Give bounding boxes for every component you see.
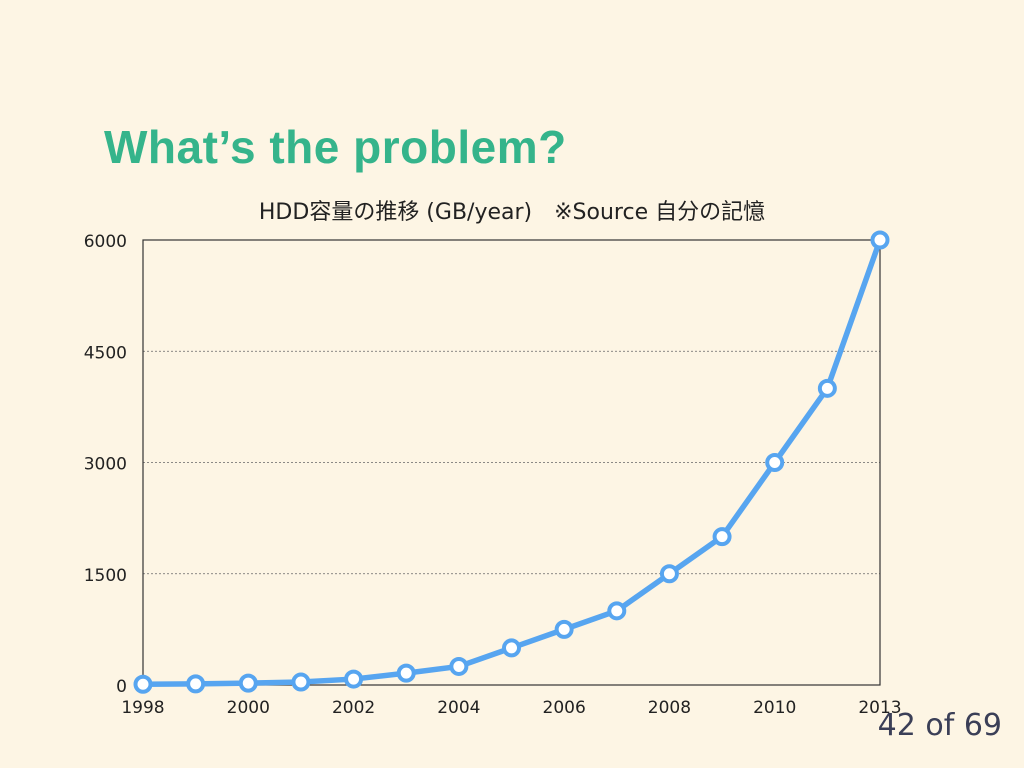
y-tick-label: 0 <box>116 677 127 697</box>
y-tick-label: 3000 <box>84 455 127 475</box>
data-point <box>817 378 837 398</box>
slide-title: What’s the problem? <box>104 121 567 173</box>
data-series <box>133 230 890 694</box>
chart-title: HDD容量の推移 (GB/year) ※Source 自分の記憶 <box>258 200 766 225</box>
data-point <box>449 656 469 676</box>
gridlines <box>143 350 880 575</box>
y-tick-label: 6000 <box>84 232 127 252</box>
x-tick-label: 2010 <box>753 698 796 718</box>
x-tick-label: 2002 <box>332 698 375 718</box>
data-point <box>238 673 258 693</box>
y-tick-label: 1500 <box>84 566 127 586</box>
data-point <box>554 619 574 639</box>
x-tick-label: 2008 <box>648 698 691 718</box>
data-point <box>396 663 416 683</box>
data-point <box>712 527 732 547</box>
data-point <box>291 672 311 692</box>
x-tick-label: 2004 <box>437 698 480 718</box>
x-tick-label: 2013 <box>858 698 901 718</box>
data-point <box>344 669 364 689</box>
x-tick-label: 2000 <box>227 698 270 718</box>
data-point <box>133 674 153 694</box>
data-point <box>870 230 890 250</box>
x-axis-tick-labels: 1998 2000 2002 2004 2006 2008 2010 2013 <box>121 698 901 718</box>
data-point <box>765 453 785 472</box>
data-point <box>502 638 521 658</box>
data-point <box>659 564 679 584</box>
x-tick-label: 1998 <box>121 698 164 718</box>
x-tick-label: 2006 <box>543 698 586 718</box>
page-number: 42 of 69 <box>877 708 1002 743</box>
plot-area-frame <box>142 239 881 686</box>
y-tick-label: 4500 <box>84 343 127 363</box>
data-point <box>186 674 206 694</box>
data-point <box>607 601 627 621</box>
y-axis-tick-labels: 0 1500 3000 4500 6000 <box>84 232 127 697</box>
